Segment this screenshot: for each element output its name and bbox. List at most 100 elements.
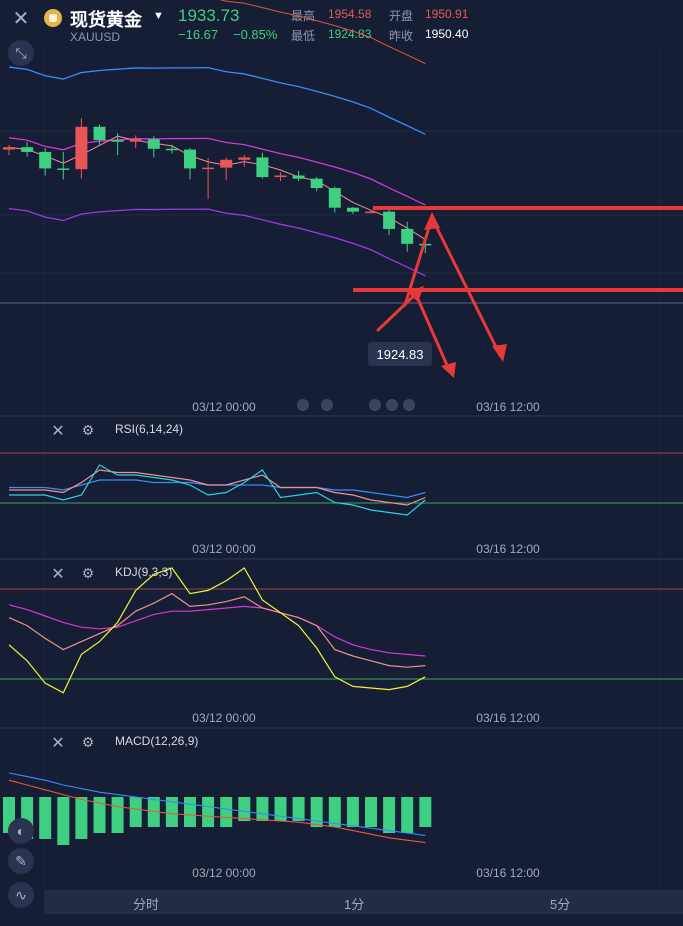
bollinger-middle-line xyxy=(8,137,426,206)
candle xyxy=(202,167,215,170)
candle xyxy=(346,207,359,212)
macd-bar xyxy=(202,797,215,827)
expand-icon[interactable]: ⤡ xyxy=(8,40,34,66)
time-scroll-dots xyxy=(297,399,415,411)
macd-bar xyxy=(129,797,142,827)
arrowhead-down-short xyxy=(441,362,456,378)
pencil-icon[interactable]: ✎ xyxy=(8,848,34,874)
macd-bar xyxy=(401,797,414,833)
x-tick-label: 03/12 00:00 xyxy=(192,542,256,556)
macd-bar xyxy=(111,797,124,833)
period-tabs: 分时 1分 5分 xyxy=(44,890,683,914)
candle xyxy=(220,159,233,168)
high-label: 最高 xyxy=(291,9,316,23)
low-label: 最低 xyxy=(291,29,316,43)
scroll-dot xyxy=(297,399,309,411)
macd-bar xyxy=(328,797,341,827)
candle xyxy=(75,126,88,170)
candle xyxy=(165,148,178,151)
instrument-symbol: XAUUSD xyxy=(70,30,121,44)
gear-icon: ⚙ xyxy=(82,565,95,581)
candles xyxy=(3,118,432,254)
x-tick-label: 03/16 12:00 xyxy=(476,711,540,725)
macd-bar xyxy=(346,797,359,827)
macd-bar xyxy=(256,797,269,821)
series-line xyxy=(8,604,426,657)
x-tick-label: 03/12 00:00 xyxy=(192,866,256,880)
bollinger-lower-line xyxy=(8,207,426,277)
macd-bar xyxy=(220,797,233,827)
macd-bar xyxy=(21,797,34,839)
series-line xyxy=(8,567,426,694)
macd-bar xyxy=(165,797,178,827)
series-line xyxy=(9,469,426,506)
candle xyxy=(383,211,396,229)
arrow-down-long xyxy=(430,216,502,357)
low-marker-label: 1924.83 xyxy=(377,347,424,362)
scroll-dot xyxy=(369,399,381,411)
prev-close-value: 1950.40 xyxy=(425,27,469,41)
candle xyxy=(274,175,287,178)
candle xyxy=(93,126,106,141)
scroll-dot xyxy=(386,399,398,411)
scroll-dot xyxy=(403,399,415,411)
macd-title: MACD(12,26,9) xyxy=(115,734,198,748)
prev-close-label: 昨收 xyxy=(389,29,414,43)
rsi-title: RSI(6,14,24) xyxy=(115,422,183,436)
macd-bar xyxy=(57,797,70,845)
macd-bar xyxy=(75,797,88,839)
candle xyxy=(310,178,323,189)
macd-bar xyxy=(238,797,251,821)
macd-bar xyxy=(93,797,106,833)
macd-bar xyxy=(39,797,52,839)
candle xyxy=(328,188,341,208)
candle xyxy=(129,139,142,142)
close-icon: ✕ xyxy=(51,566,64,583)
indicator-icon[interactable]: ∿ xyxy=(8,882,34,908)
low-marker-box xyxy=(368,342,432,366)
x-tick-label: 03/16 12:00 xyxy=(476,866,540,880)
candle xyxy=(111,140,124,142)
arrow-up-long xyxy=(403,216,434,307)
drawing-toggle-icon[interactable]: ◐ xyxy=(8,818,34,844)
low-value: 1924.83 xyxy=(328,27,372,41)
scroll-dot xyxy=(321,399,333,411)
candle xyxy=(256,157,269,178)
gold-logo-icon xyxy=(44,9,62,27)
chevron-down-icon[interactable]: ▼ xyxy=(153,10,164,22)
moving-average-line xyxy=(8,135,426,240)
close-icon[interactable]: ✕ xyxy=(12,8,30,30)
candle xyxy=(184,149,196,169)
candle xyxy=(3,147,15,150)
arrow-down-short xyxy=(412,288,452,374)
instrument-title[interactable]: 现货黄金 xyxy=(70,10,142,30)
chart-grid xyxy=(0,48,683,890)
macd-bar xyxy=(383,797,396,833)
price-change: −16.67 xyxy=(178,27,219,42)
bollinger-upper-line xyxy=(8,66,426,135)
high-value: 1954.58 xyxy=(328,7,372,21)
macd-panel: ✕ ⚙ MACD(12,26,9) 03/12 00:00 03/16 12:0… xyxy=(0,727,683,880)
candle xyxy=(21,147,34,152)
quote-header: ✕ 现货黄金 ▼ XAUUSD 1933.73 −16.67 −0.85% 最高… xyxy=(0,0,683,48)
chart-canvas[interactable]: 1924.83 03/12 00:00 03/16 12:00 ✕ ⚙ RSI(… xyxy=(0,0,683,890)
macd-bar xyxy=(310,797,323,827)
series-line xyxy=(8,592,426,668)
last-price: 1933.73 xyxy=(178,6,240,25)
x-tick-label: 03/12 00:00 xyxy=(192,400,256,414)
tab-1min[interactable]: 1分 xyxy=(344,897,365,912)
main-candlestick-panel: 1924.83 03/12 00:00 03/16 12:00 xyxy=(0,0,683,414)
tab-5min[interactable]: 5分 xyxy=(550,897,571,912)
candle xyxy=(365,211,377,214)
close-icon: ✕ xyxy=(51,735,64,752)
upper-envelope-line xyxy=(219,0,426,65)
candle xyxy=(57,168,70,170)
macd-bar xyxy=(292,797,305,821)
close-icon: ✕ xyxy=(51,423,64,440)
tab-timeshare[interactable]: 分时 xyxy=(133,897,160,912)
gear-icon: ⚙ xyxy=(82,422,95,438)
series-line xyxy=(8,779,426,844)
candle xyxy=(238,157,251,160)
candle xyxy=(39,151,52,169)
arrowhead-up-short xyxy=(407,286,424,302)
